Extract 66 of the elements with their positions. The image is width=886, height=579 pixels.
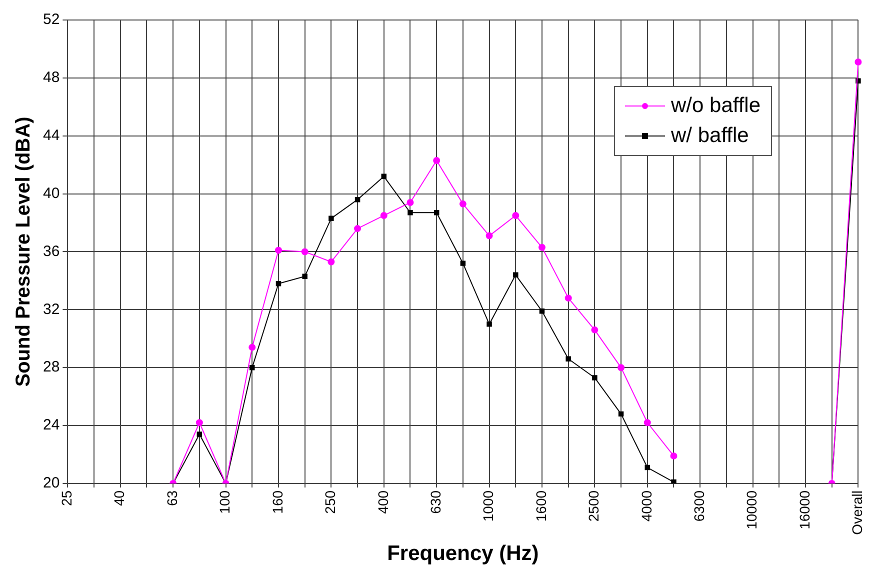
x-tick-label: 630 (427, 490, 444, 514)
point (196, 419, 203, 426)
point (276, 280, 282, 286)
x-axis-title: Frequency (Hz) (387, 542, 539, 566)
x-tick-label: 100 (216, 490, 233, 514)
y-tick-label: 48 (42, 69, 60, 86)
x-tick-label: 1000 (480, 490, 496, 522)
y-tick-label: 20 (42, 474, 60, 492)
point (196, 432, 202, 437)
point (564, 294, 572, 302)
point (512, 212, 520, 220)
point (459, 200, 466, 208)
point (618, 364, 625, 372)
point (670, 452, 678, 460)
point (408, 210, 413, 216)
point (671, 479, 676, 484)
point (618, 411, 624, 417)
point (434, 210, 440, 216)
point (274, 246, 282, 254)
x-tick-label: 160 (269, 490, 286, 514)
x-tick-label: 2500 (586, 490, 602, 522)
y-tick-label: 52 (42, 11, 60, 28)
y-tick-label: 44 (42, 127, 60, 144)
point (354, 196, 360, 202)
point (460, 260, 466, 266)
point (433, 156, 440, 164)
point (302, 274, 308, 279)
legend-label: w/o baffle (671, 93, 761, 119)
point (854, 58, 862, 66)
x-tick-label: 6300 (690, 490, 707, 522)
point (354, 225, 362, 232)
point (380, 212, 388, 220)
point (513, 272, 518, 278)
y-tick-label: 36 (42, 242, 60, 260)
y-tick-label: 24 (42, 416, 60, 434)
y-tick-label: 40 (42, 184, 60, 202)
point (644, 464, 650, 470)
point (486, 322, 492, 327)
x-tick-label: 40 (111, 490, 128, 506)
point (486, 232, 493, 240)
point (250, 364, 255, 370)
point (591, 326, 598, 334)
point (566, 356, 571, 362)
point (328, 258, 335, 266)
point (538, 244, 546, 251)
x-tick-label: 10000 (744, 490, 760, 530)
y-tick-label: 32 (42, 300, 60, 318)
x-tick-label: 400 (374, 490, 391, 514)
x-tick-label: 63 (164, 490, 180, 506)
point (406, 198, 414, 206)
point (592, 375, 598, 380)
x-tick-label: Overall (849, 490, 866, 535)
y-tick-label: 28 (42, 358, 60, 376)
point (328, 216, 334, 222)
x-tick-label: 25 (58, 490, 75, 506)
point (381, 174, 387, 180)
x-tick-label: 16000 (796, 490, 812, 530)
x-tick-label: 4000 (638, 490, 654, 522)
y-axis-title: Sound Pressure Level (dBA) (12, 116, 35, 387)
x-tick-label: 1600 (532, 490, 549, 522)
point (644, 419, 651, 426)
point (301, 248, 308, 256)
point (539, 308, 545, 314)
x-tick-label: 250 (322, 490, 338, 514)
point (248, 344, 256, 351)
legend-label: w/ baffle (671, 123, 749, 149)
